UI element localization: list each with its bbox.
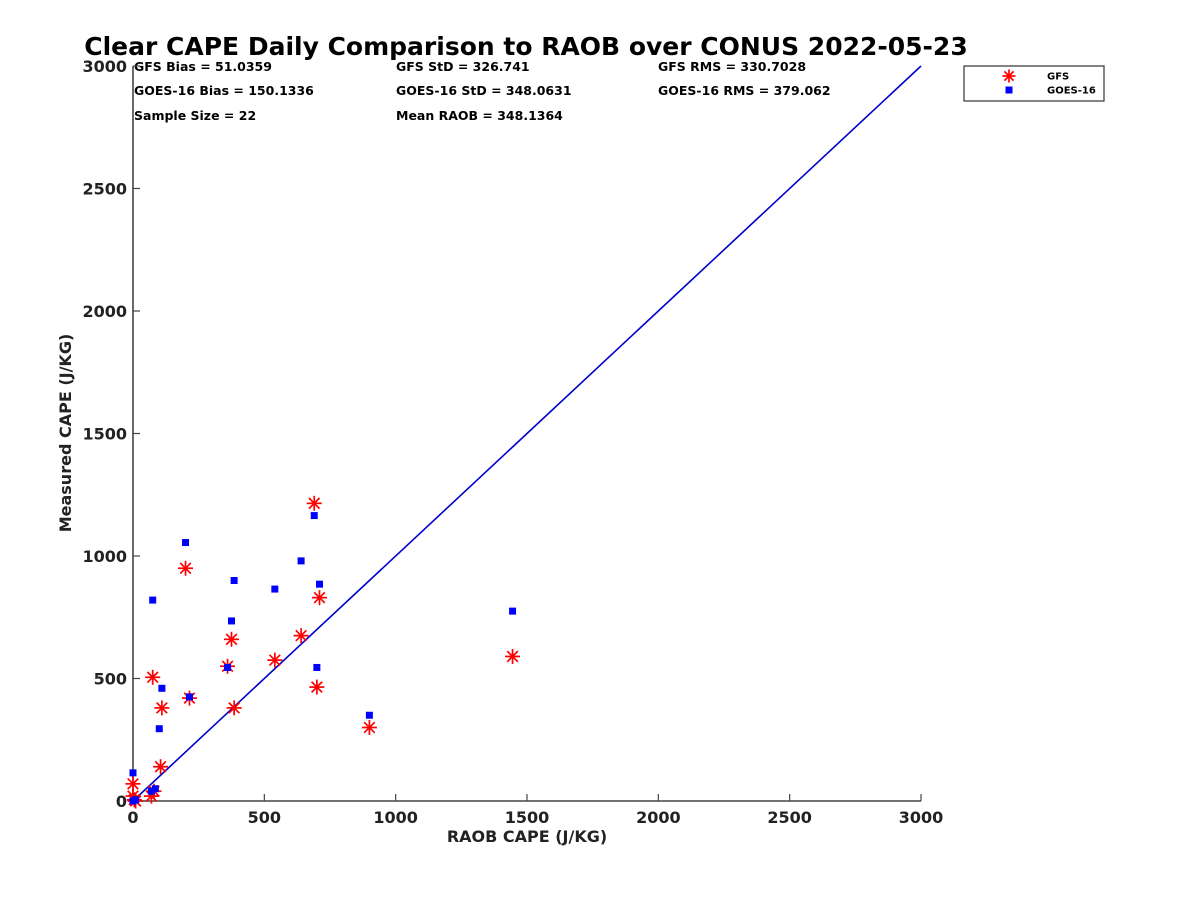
y-tick-label: 1500 [82, 425, 127, 444]
x-tick-label: 3000 [899, 808, 944, 827]
x-tick-label: 1500 [505, 808, 550, 827]
point-goes-16 [310, 512, 318, 520]
x-tick-label: 0 [127, 808, 138, 827]
legend: GFS GOES-16 [963, 65, 1105, 102]
point-goes-16 [315, 580, 323, 588]
legend-label-goes-16: GOES-16 [1047, 86, 1096, 97]
point-goes-16 [365, 711, 373, 719]
point-gfs [309, 679, 325, 695]
point-gfs [306, 495, 322, 511]
point-gfs [361, 720, 377, 735]
y-tick-label: 500 [94, 670, 127, 689]
y-tick-label: 3000 [82, 57, 127, 76]
legend-marker-gfs [1002, 69, 1016, 83]
stat-text: GOES-16 Bias = 150.1336 [134, 83, 314, 98]
point-goes-16 [271, 585, 279, 593]
point-gfs [224, 631, 239, 647]
one-to-one-line [132, 65, 922, 802]
point-goes-16 [313, 663, 321, 671]
point-gfs [505, 648, 521, 664]
point-goes-16 [158, 684, 166, 692]
y-tick-labels: 0 500 1000 1500 2000 2500 3000 [82, 57, 140, 811]
stat-text: GFS RMS = 330.7028 [658, 59, 806, 74]
point-goes-16 [509, 607, 517, 615]
x-axis-label: RAOB CAPE (J/KG) [447, 827, 607, 846]
stat-text: Mean RAOB = 348.1364 [396, 108, 563, 123]
point-goes-16 [132, 796, 140, 804]
point-gfs [178, 560, 194, 576]
x-tick-labels: 0 500 1000 1500 2000 2500 3000 [127, 794, 943, 827]
series-goes-16 [129, 512, 517, 805]
point-gfs [293, 628, 309, 644]
point-goes-16 [224, 663, 232, 671]
legend-box [963, 65, 1105, 102]
point-goes-16 [297, 557, 305, 565]
point-gfs [267, 652, 283, 668]
stat-text: GFS StD = 326.741 [396, 59, 530, 74]
point-gfs [145, 669, 161, 685]
stat-text: GOES-16 RMS = 379.062 [658, 83, 831, 98]
point-goes-16 [230, 577, 238, 584]
point-goes-16 [147, 787, 155, 795]
y-tick-label: 2500 [82, 180, 127, 199]
point-goes-16 [151, 785, 159, 793]
point-gfs [226, 700, 242, 716]
stat-text: GOES-16 StD = 348.0631 [396, 83, 572, 98]
y-tick-label: 2000 [82, 302, 127, 321]
point-gfs [153, 759, 169, 775]
x-tick-label: 2500 [767, 808, 812, 827]
point-gfs [311, 590, 327, 606]
chart-title: Clear CAPE Daily Comparison to RAOB over… [84, 32, 967, 61]
statistics-block: GFS Bias = 51.0359 GFS StD = 326.741 GFS R… [134, 59, 831, 123]
x-tick-label: 500 [248, 808, 281, 827]
legend-marker-goes-16 [1005, 86, 1013, 94]
data-points [125, 495, 521, 809]
point-goes-16 [185, 693, 193, 701]
point-gfs [154, 700, 170, 716]
x-tick-label: 1000 [373, 808, 418, 827]
point-goes-16 [228, 617, 235, 625]
y-tick-label: 0 [116, 792, 127, 811]
point-goes-16 [155, 725, 163, 733]
stat-text: Sample Size = 22 [134, 108, 256, 123]
legend-label-gfs: GFS [1047, 72, 1069, 83]
point-goes-16 [149, 596, 157, 604]
y-axis-label: Measured CAPE (J/KG) [56, 334, 75, 533]
point-goes-16 [129, 769, 137, 777]
stat-text: GFS Bias = 51.0359 [134, 59, 272, 74]
x-tick-label: 2000 [636, 808, 681, 827]
point-goes-16 [182, 539, 190, 547]
y-tick-label: 1000 [82, 547, 127, 566]
